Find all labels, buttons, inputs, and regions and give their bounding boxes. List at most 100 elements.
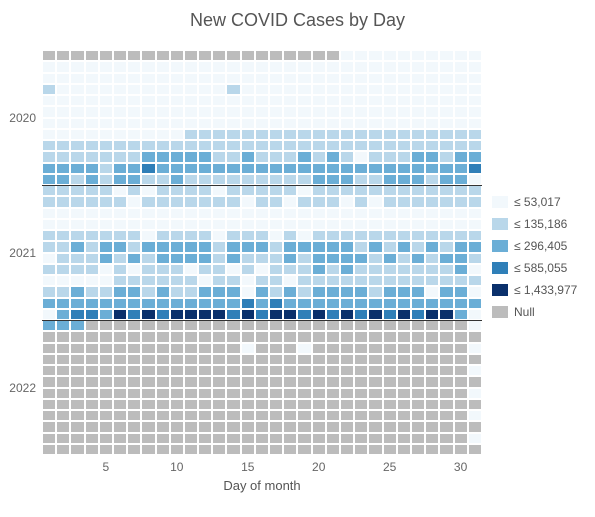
heatmap-cell: [70, 376, 84, 387]
heatmap-cell: [141, 118, 155, 129]
heatmap-cell: [340, 320, 354, 331]
x-tick-label: 5: [103, 460, 110, 474]
heatmap-cell: [56, 343, 70, 354]
heatmap-cell: [383, 163, 397, 174]
heatmap-cell: [184, 106, 198, 117]
heatmap-cell: [468, 129, 482, 140]
heatmap-cell: [411, 433, 425, 444]
heatmap-cell: [56, 73, 70, 84]
heatmap-cell: [56, 298, 70, 309]
heatmap-cell: [198, 388, 212, 399]
heatmap-cell: [354, 331, 368, 342]
heatmap-cell: [212, 320, 226, 331]
heatmap-cell: [454, 174, 468, 185]
heatmap-cell: [297, 320, 311, 331]
heatmap-cell: [312, 95, 326, 106]
heatmap-cell: [383, 140, 397, 151]
heatmap-cell: [255, 365, 269, 376]
heatmap-cell: [56, 286, 70, 297]
heatmap-cell: [354, 264, 368, 275]
heatmap-cell: [99, 264, 113, 275]
heatmap-cell: [156, 151, 170, 162]
heatmap-cell: [340, 421, 354, 432]
heatmap-cell: [113, 309, 127, 320]
heatmap-cell: [198, 118, 212, 129]
heatmap-cell: [85, 129, 99, 140]
heatmap-cell: [411, 298, 425, 309]
heatmap-cell: [85, 399, 99, 410]
heatmap-cell: [170, 421, 184, 432]
heatmap-cell: [326, 84, 340, 95]
heatmap-cell: [70, 354, 84, 365]
heatmap-cell: [297, 61, 311, 72]
heatmap-cell: [141, 140, 155, 151]
heatmap-cell: [397, 275, 411, 286]
heatmap-cell: [425, 343, 439, 354]
heatmap-cell: [56, 388, 70, 399]
heatmap-cell: [283, 399, 297, 410]
heatmap-cell: [454, 354, 468, 365]
heatmap-cell: [269, 50, 283, 61]
heatmap-cell: [454, 208, 468, 219]
heatmap-cell: [42, 61, 56, 72]
heatmap-cell: [468, 275, 482, 286]
heatmap-cell: [368, 388, 382, 399]
heatmap-cell: [127, 343, 141, 354]
heatmap-cell: [439, 151, 453, 162]
heatmap-cell: [42, 253, 56, 264]
heatmap-cell: [312, 230, 326, 241]
heatmap-cell: [70, 399, 84, 410]
heatmap-cell: [198, 219, 212, 230]
heatmap-cell: [354, 95, 368, 106]
legend-swatch: [492, 218, 508, 230]
heatmap-cell: [85, 309, 99, 320]
heatmap-cell: [297, 421, 311, 432]
heatmap-cell: [297, 106, 311, 117]
heatmap-cell: [113, 241, 127, 252]
heatmap-cell: [340, 140, 354, 151]
heatmap-cell: [439, 354, 453, 365]
heatmap-cell: [170, 208, 184, 219]
heatmap-cell: [113, 174, 127, 185]
heatmap-cell: [368, 163, 382, 174]
heatmap-cell: [312, 354, 326, 365]
heatmap-cell: [454, 140, 468, 151]
heatmap-cell: [99, 388, 113, 399]
heatmap-cell: [113, 410, 127, 421]
heatmap-cell: [70, 84, 84, 95]
heatmap-cell: [283, 298, 297, 309]
heatmap-cell: [425, 354, 439, 365]
heatmap-cell: [56, 174, 70, 185]
heatmap-cell: [85, 118, 99, 129]
heatmap-cell: [170, 106, 184, 117]
heatmap-cell: [170, 140, 184, 151]
heatmap-cell: [113, 264, 127, 275]
heatmap-cell: [312, 129, 326, 140]
heatmap-cell: [42, 140, 56, 151]
heatmap-cell: [312, 320, 326, 331]
heatmap-cell: [425, 365, 439, 376]
heatmap-cell: [42, 376, 56, 387]
heatmap-cell: [354, 354, 368, 365]
heatmap-cell: [141, 298, 155, 309]
heatmap-cell: [56, 399, 70, 410]
heatmap-cell: [425, 196, 439, 207]
heatmap-cell: [255, 309, 269, 320]
heatmap-cell: [42, 320, 56, 331]
heatmap-cell: [368, 376, 382, 387]
heatmap-cell: [468, 433, 482, 444]
heatmap-cell: [340, 118, 354, 129]
heatmap-cell: [156, 174, 170, 185]
heatmap-cell: [255, 118, 269, 129]
heatmap-cell: [56, 421, 70, 432]
heatmap-cell: [42, 298, 56, 309]
heatmap-cell: [425, 421, 439, 432]
heatmap-cell: [468, 421, 482, 432]
heatmap-cell: [241, 309, 255, 320]
heatmap-cell: [198, 174, 212, 185]
heatmap-cell: [397, 331, 411, 342]
heatmap-cell: [184, 140, 198, 151]
heatmap-cell: [99, 219, 113, 230]
heatmap-cell: [439, 129, 453, 140]
heatmap-cell: [156, 73, 170, 84]
